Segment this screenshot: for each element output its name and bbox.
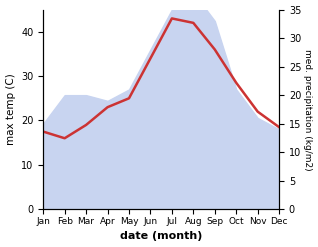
Y-axis label: max temp (C): max temp (C) (5, 74, 16, 145)
X-axis label: date (month): date (month) (120, 231, 202, 242)
Y-axis label: med. precipitation (kg/m2): med. precipitation (kg/m2) (303, 49, 313, 170)
